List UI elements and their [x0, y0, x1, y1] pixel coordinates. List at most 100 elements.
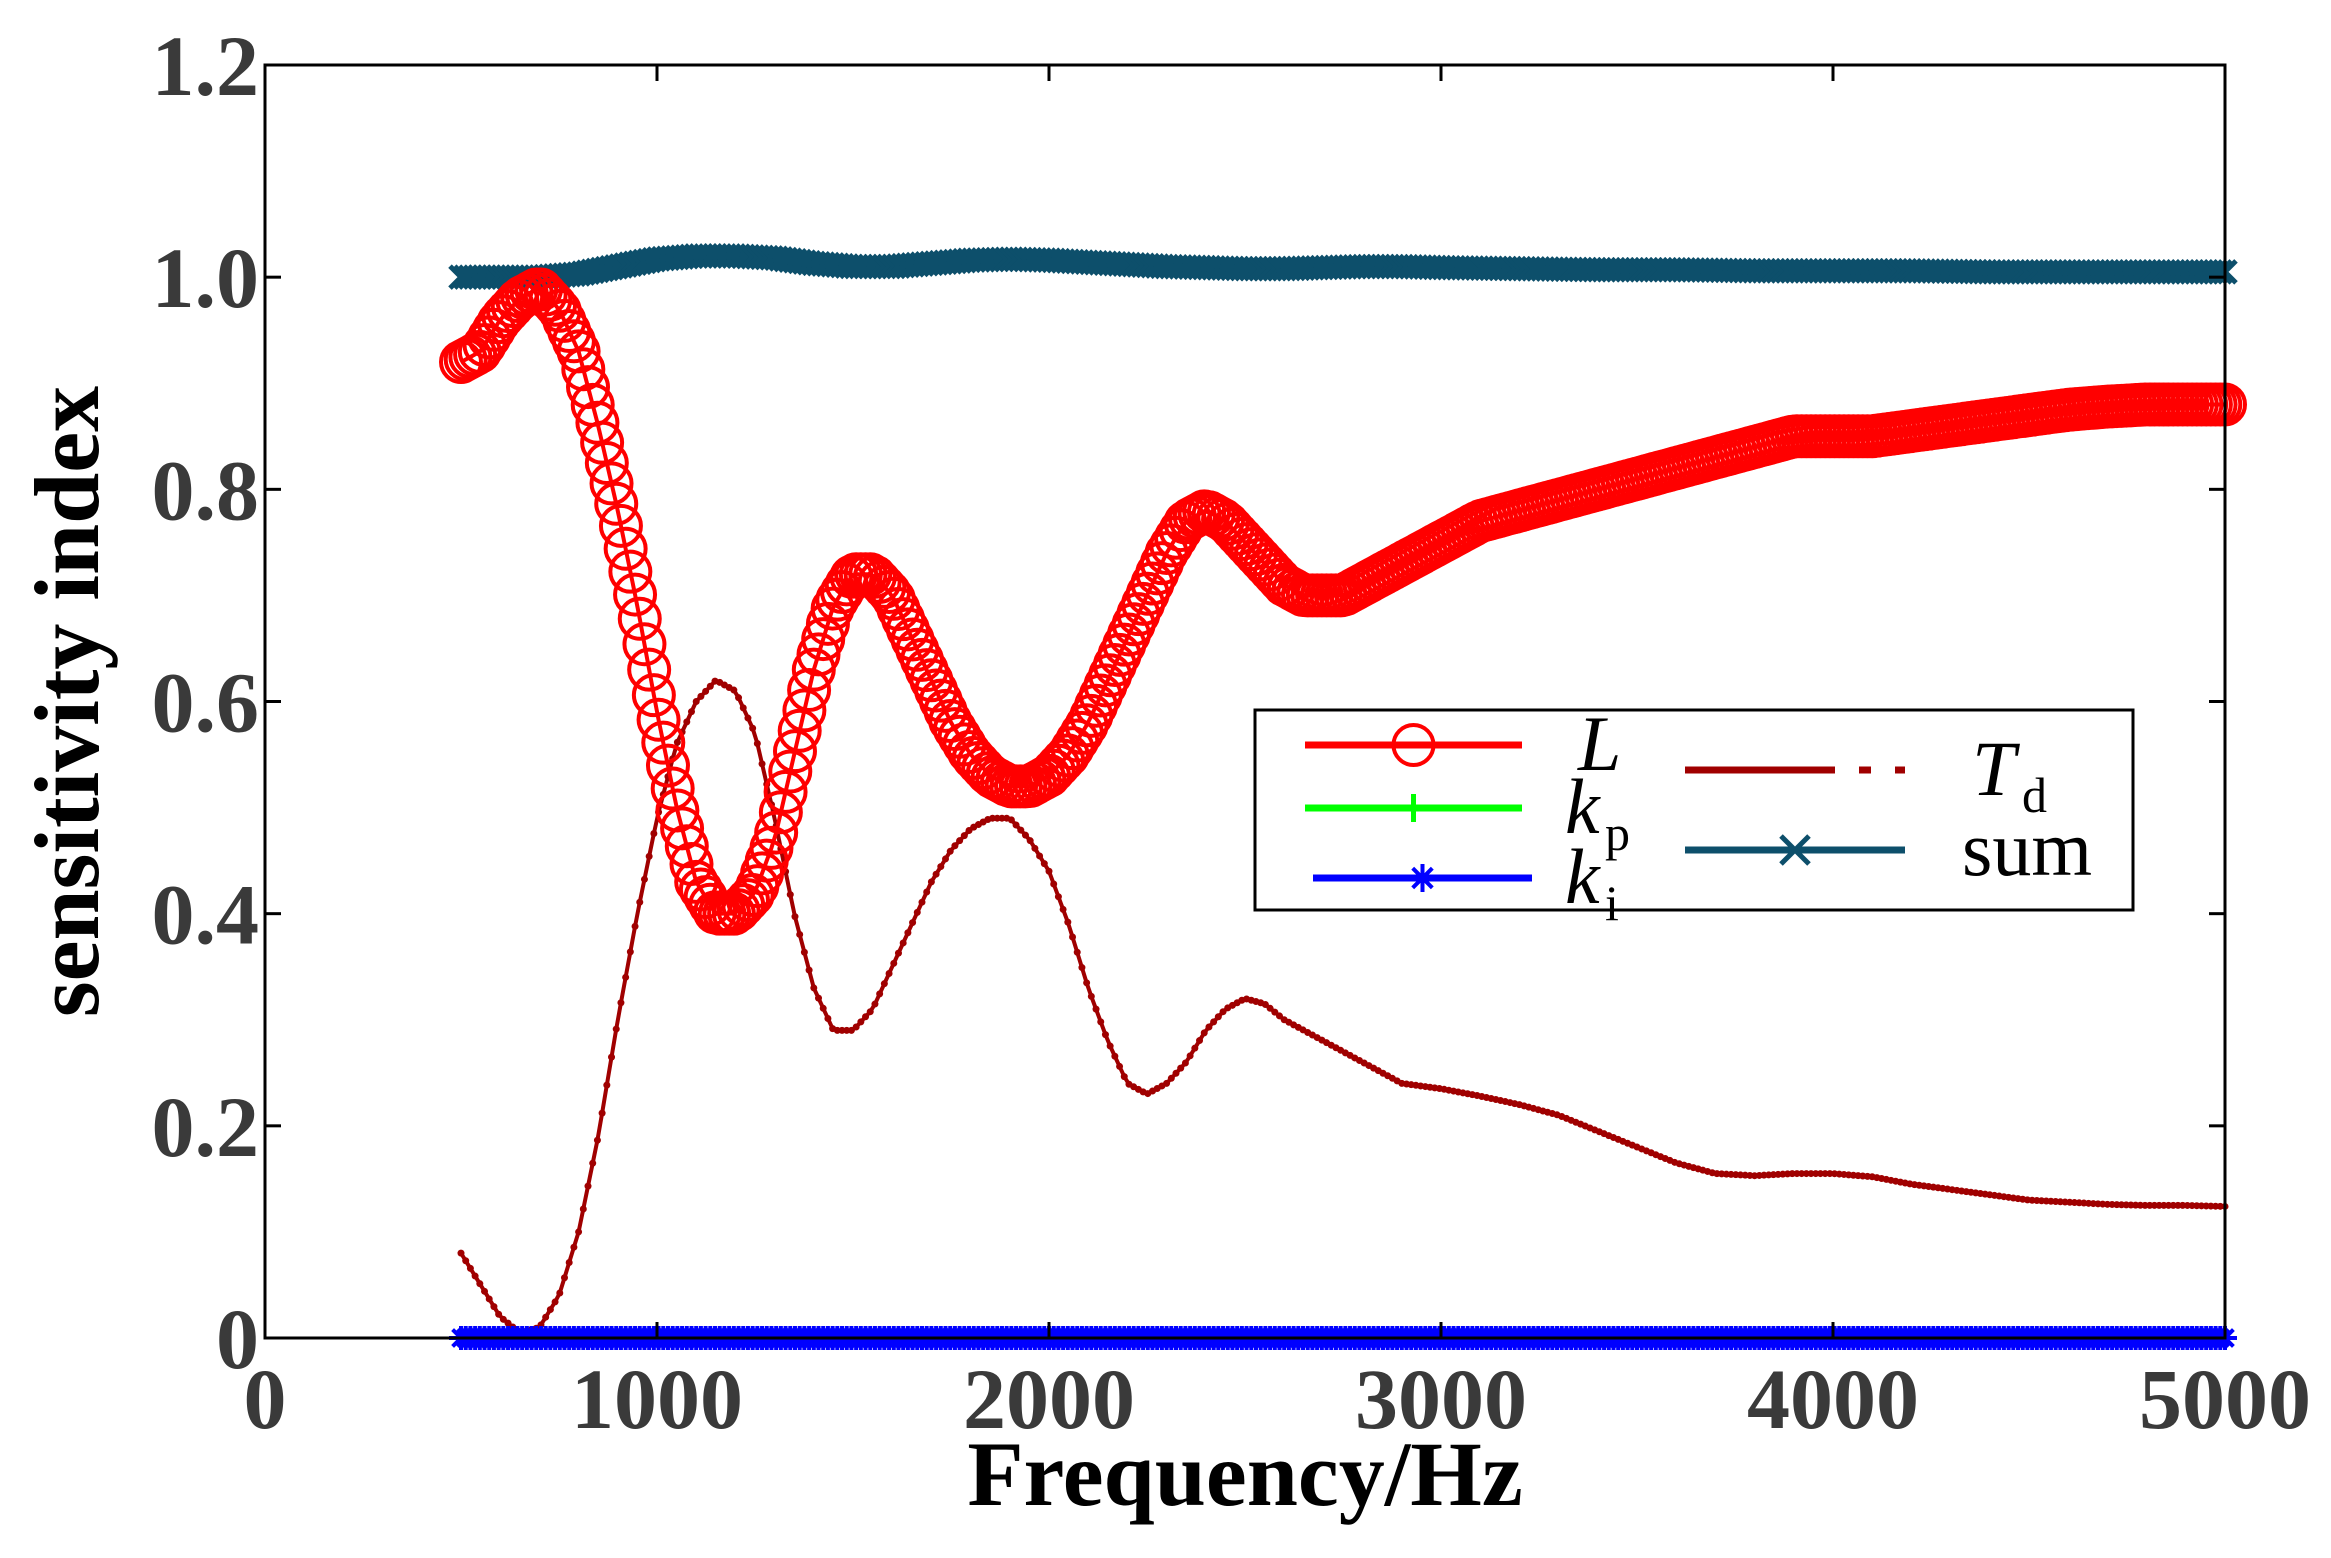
series-Td-marker [640, 875, 648, 883]
series-L-marker [782, 688, 827, 733]
series-L-marker [754, 810, 799, 855]
series-Td-marker [909, 919, 917, 927]
series-Td-marker [824, 1014, 832, 1022]
series-Td-marker [598, 1109, 606, 1117]
series-Td-marker [1111, 1052, 1119, 1060]
legend-marker-ki [1408, 864, 1437, 892]
series-Td-marker [1092, 1005, 1100, 1013]
series-Td-marker [584, 1182, 592, 1190]
series-Td-marker [706, 682, 714, 690]
series-Td-marker [1050, 880, 1058, 888]
series-Td-marker [739, 704, 747, 712]
series-Td-marker [1026, 837, 1034, 845]
series-sum-marker [2207, 259, 2234, 285]
series-Td-marker [1069, 933, 1077, 941]
series-Td-marker [565, 1258, 573, 1266]
series-Td-marker [673, 738, 681, 746]
series-Td-marker [499, 1315, 507, 1323]
x-tick-label: 4000 [1747, 1351, 1919, 1447]
series-Td-marker [1120, 1073, 1128, 1081]
series-Td-marker [617, 999, 625, 1007]
series-sum-marker [2202, 259, 2229, 285]
series-Td-marker [749, 724, 757, 732]
series-Td-marker [1163, 1079, 1171, 1087]
series-Td-marker [951, 842, 959, 850]
x-tick-labels: 0 1000 2000 3000 4000 5000 [244, 1351, 2312, 1447]
series-Td-marker [1045, 867, 1053, 875]
series-Td-marker [1210, 1018, 1218, 1026]
legend-label-kp: k [1565, 763, 1601, 850]
series-L [439, 267, 2247, 936]
series-Td-marker [570, 1243, 578, 1251]
legend-sub-Td: d [2022, 767, 2047, 823]
series-L-marker [768, 749, 813, 794]
series-L-marker [758, 790, 803, 835]
x-tick-label: 0 [244, 1351, 287, 1447]
series-L-marker [575, 400, 620, 445]
series-Td-marker [471, 1272, 479, 1280]
y-tick-label: 1.2 [152, 18, 260, 114]
series-Td-marker [481, 1287, 489, 1295]
series-Td-marker [556, 1289, 564, 1297]
series-Td-marker [589, 1159, 597, 1167]
plot-frame [263, 63, 2227, 1340]
series-Td-marker [636, 898, 644, 906]
series-Td-marker [904, 929, 912, 937]
x-tick-label: 1000 [571, 1351, 743, 1447]
series-Td-marker [1167, 1074, 1175, 1082]
series-L-marker [862, 564, 907, 609]
series-Td-marker [810, 984, 818, 992]
series-L-marker [627, 647, 672, 692]
series-Td-marker [1101, 1031, 1109, 1039]
series-Td-marker [692, 698, 700, 705]
series-Td-marker [622, 973, 630, 981]
series-Td-marker [894, 949, 902, 957]
series-Td-marker [1073, 948, 1081, 956]
legend-sub-ki: i [1605, 875, 1619, 931]
series-L-marker [763, 769, 808, 814]
legend-entry-sum: sum [1685, 805, 2092, 892]
series-Td-marker [579, 1205, 587, 1213]
series-L-marker [636, 697, 681, 742]
x-tick-label: 5000 [2139, 1351, 2311, 1447]
series-Td-marker [815, 994, 823, 1002]
legend-sub-kp: p [1605, 805, 1630, 861]
series-L-marker [528, 277, 573, 322]
x-tick-label: 3000 [1355, 1351, 1527, 1447]
series-Td-marker [852, 1023, 860, 1031]
series-Td-marker [1012, 821, 1020, 829]
series-Td-marker [923, 888, 931, 896]
series-L-marker [772, 729, 817, 774]
series-Td-marker [890, 959, 898, 967]
series-Td-marker [918, 898, 926, 906]
series-L-marker [594, 481, 639, 526]
series-Td-marker [1059, 905, 1067, 913]
series-Td-marker [880, 980, 888, 988]
series-Td-marker [1021, 831, 1029, 839]
series-Td-marker [885, 969, 893, 977]
series-Td-marker [1172, 1069, 1180, 1077]
series-Td-marker [1040, 860, 1048, 868]
series-Td-marker [876, 990, 884, 998]
series-Td-marker [899, 939, 907, 947]
series-Td-marker [504, 1319, 512, 1327]
series-Td-marker [631, 922, 639, 930]
series-sum [448, 243, 2238, 290]
series-Td-marker [466, 1264, 474, 1272]
plot-marks [439, 243, 2247, 1350]
series-Td-marker [1083, 979, 1091, 987]
series-Td-marker [857, 1018, 865, 1026]
y-tick-label: 0.2 [152, 1079, 260, 1175]
series-Td-marker [1031, 844, 1039, 852]
series-Td-marker [1054, 893, 1062, 901]
legend-marker-L [1391, 723, 1436, 767]
series-Td-marker [1087, 992, 1095, 1000]
series-Td-marker [575, 1228, 583, 1236]
series-Td-marker [476, 1280, 484, 1288]
series-Td-marker [612, 1025, 620, 1033]
series-Td-marker [1177, 1064, 1185, 1072]
series-Td-marker [1200, 1029, 1208, 1037]
series-Td-marker [1271, 1008, 1279, 1016]
